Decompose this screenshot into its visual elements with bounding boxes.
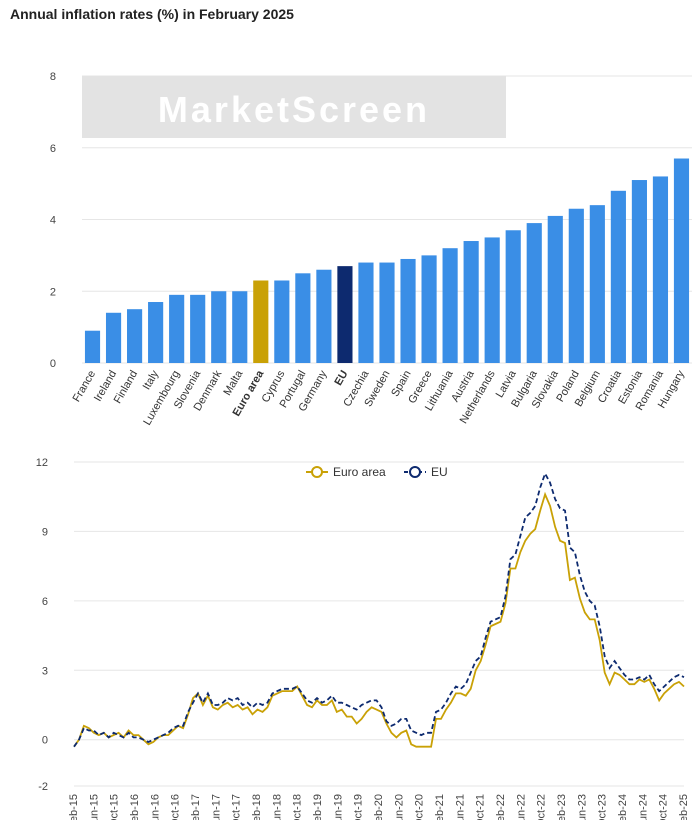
bar-czechia <box>358 262 374 363</box>
bar-poland <box>568 208 584 363</box>
bar-netherlands <box>484 237 500 363</box>
line-x-tick-label: Jun-17 <box>210 794 222 820</box>
line-x-tick-label: Jun-21 <box>454 794 466 820</box>
legend-label: EU <box>431 465 448 479</box>
bar-italy <box>148 302 164 363</box>
bar-malta <box>232 291 248 363</box>
bar-latvia <box>505 230 521 363</box>
bar-y-tick-label: 6 <box>50 143 56 155</box>
line-series <box>73 471 685 748</box>
bar-estonia <box>631 180 647 363</box>
line-x-tick-label: Oct-19 <box>353 794 365 820</box>
line-x-tick-label: Jun-15 <box>88 794 100 820</box>
line-x-tick-label: Feb-16 <box>129 794 141 820</box>
legend-marker-icon <box>409 466 421 478</box>
bar-spain <box>400 258 416 363</box>
bar-eu <box>337 266 353 363</box>
bar-finland <box>127 309 143 363</box>
line-x-tick-label: Feb-19 <box>312 794 324 820</box>
bar-hungary <box>673 158 690 363</box>
line-x-tick-label: Oct-20 <box>414 794 426 820</box>
bar-euro-area <box>253 280 269 363</box>
bar-lithuania <box>442 248 458 363</box>
line-x-tick-label: Oct-18 <box>292 794 304 820</box>
line-y-tick-label: 3 <box>42 665 48 677</box>
legend-marker-icon <box>311 466 323 478</box>
bar-bulgaria <box>526 223 542 363</box>
watermark-box <box>82 76 506 138</box>
bar-germany <box>316 269 332 363</box>
watermark-text: MarketScreen <box>158 89 430 130</box>
bar-romania <box>652 176 669 363</box>
bar-cyprus <box>274 280 290 363</box>
bar-slovakia <box>547 215 563 363</box>
bar-category-label: EU <box>332 368 350 387</box>
bar-denmark <box>211 291 227 363</box>
bar-y-tick-label: 2 <box>50 286 56 298</box>
bar-portugal <box>295 273 311 363</box>
line-gridlines <box>74 461 684 787</box>
line-x-tick-label: Oct-23 <box>597 794 609 820</box>
bar-belgium <box>589 205 605 363</box>
line-y-tick-label: 6 <box>42 596 48 608</box>
line-x-tick-label: Feb-24 <box>617 794 629 820</box>
chart-title: Annual inflation rates (%) in February 2… <box>10 6 294 22</box>
line-x-tick-label: Jun-23 <box>576 794 588 820</box>
bar-greece <box>421 255 437 363</box>
bar-y-ticks: 0 2 4 6 8 <box>50 71 56 370</box>
line-x-tick-label: Feb-23 <box>556 794 568 820</box>
line-x-tick-label: Oct-22 <box>536 794 548 820</box>
line-series-eu <box>73 471 685 748</box>
line-x-tick-label: Jun-19 <box>332 794 344 820</box>
line-x-tick-label: Feb-25 <box>678 794 690 820</box>
bar-luxembourg <box>169 294 185 363</box>
line-series-euro-area <box>73 491 685 748</box>
line-y-tick-label: 12 <box>36 457 48 469</box>
bar-croatia <box>610 190 626 363</box>
bar-slovenia <box>190 294 206 363</box>
line-x-tick-label: Feb-17 <box>190 794 202 820</box>
bar-series <box>84 158 690 363</box>
line-x-tick-label: Feb-21 <box>434 794 446 820</box>
line-x-tick-label: Feb-15 <box>68 794 80 820</box>
line-x-tick-label: Feb-18 <box>251 794 263 820</box>
bar-ireland <box>105 312 122 363</box>
line-x-tick-label: Oct-16 <box>170 794 182 820</box>
line-x-tick-label: Jun-18 <box>271 794 283 820</box>
bar-y-tick-label: 4 <box>50 215 56 227</box>
line-x-tick-label: Feb-20 <box>373 794 385 820</box>
legend-label: Euro area <box>333 465 386 479</box>
line-x-tick-label: Oct-24 <box>658 794 670 820</box>
bar-category-label: Italy <box>141 368 162 392</box>
line-x-tick-label: Oct-21 <box>475 794 487 820</box>
bar-france <box>84 330 101 363</box>
line-x-tick-label: Jun-24 <box>637 794 649 820</box>
bar-y-tick-label: 8 <box>50 71 56 83</box>
line-y-tick-label: 9 <box>42 526 48 538</box>
bar-y-tick-label: 0 <box>50 358 56 370</box>
line-y-ticks: -2 0 3 6 9 12 <box>36 457 48 793</box>
line-y-tick-label: 0 <box>42 735 48 747</box>
line-y-tick-label: -2 <box>38 781 48 793</box>
bar-sweden <box>379 262 395 363</box>
line-legend: Euro area EU <box>306 465 448 479</box>
line-x-tick-label: Jun-22 <box>515 794 527 820</box>
line-x-tick-label: Jun-20 <box>393 794 405 820</box>
line-x-tick-label: Feb-22 <box>495 794 507 820</box>
line-x-ticks: Feb-15 Jun-15 Oct-15 Feb-16 Jun-16 Oct-16 Feb-… <box>68 794 690 820</box>
line-x-tick-label: Jun-16 <box>149 794 161 820</box>
line-x-tick-label: Oct-17 <box>231 794 243 820</box>
line-x-tick-label: Oct-15 <box>109 794 121 820</box>
bar-austria <box>463 241 479 363</box>
